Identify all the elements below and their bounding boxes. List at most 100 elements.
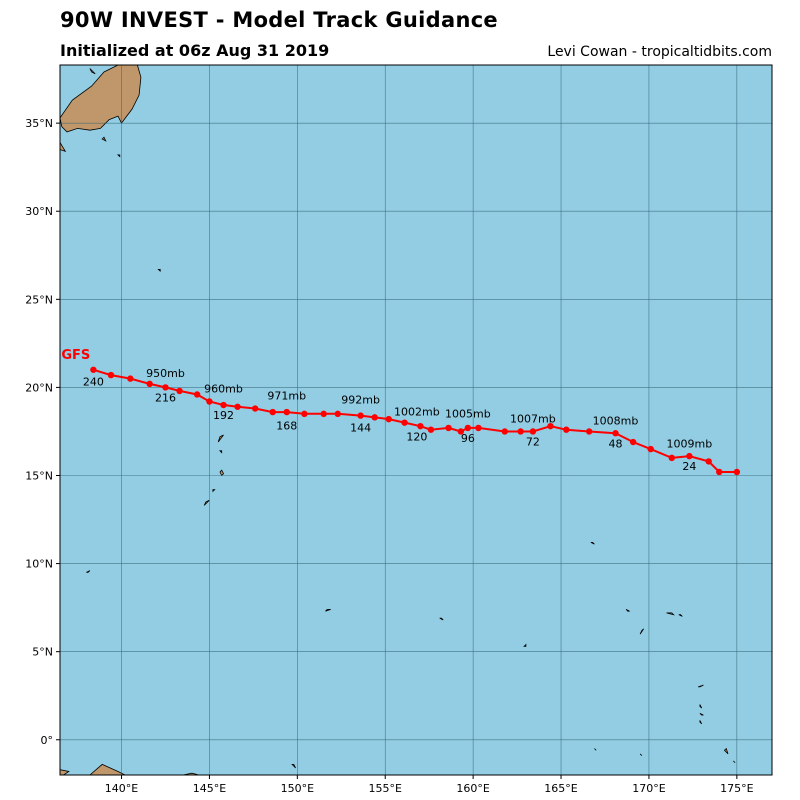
init-time-subtitle: Initialized at 06z Aug 31 2019 [60, 41, 330, 60]
y-tick-label: 30°N [25, 205, 53, 218]
x-tick-label: 170°E [632, 782, 665, 795]
pressure-label: 1007mb [510, 413, 556, 426]
forecast-hour-label: 216 [155, 392, 176, 405]
land-polygon [325, 609, 331, 612]
track-point [220, 401, 227, 409]
track-point [427, 426, 435, 433]
land-polygon [116, 154, 121, 158]
track-point [547, 422, 554, 430]
land-polygon [291, 764, 296, 769]
forecast-hour-label: 96 [461, 432, 475, 445]
y-tick-label: 20°N [25, 381, 53, 394]
track-point [320, 410, 327, 418]
track-point [464, 424, 472, 432]
forecast-hour-label: 72 [526, 436, 540, 449]
track-point [301, 410, 308, 418]
track-point [334, 410, 341, 418]
land-polygon [594, 748, 597, 751]
track-point [357, 412, 364, 419]
x-tick-label: 175°E [720, 782, 753, 795]
map-frame [59, 64, 773, 776]
track-point [647, 445, 654, 453]
forecast-hour-label: 48 [609, 437, 623, 450]
y-tick-label: 35°N [25, 117, 53, 130]
ocean-background [60, 65, 772, 775]
y-tick-label: 25°N [25, 293, 53, 306]
pressure-label: 971mb [267, 390, 306, 403]
pressure-label: 950mb [146, 367, 185, 380]
forecast-hour-label: 24 [682, 460, 696, 473]
track-line [93, 368, 737, 473]
track-point [563, 426, 570, 433]
y-tick-label: 15°N [25, 469, 53, 482]
track-point [206, 398, 213, 405]
track-point [475, 424, 482, 432]
x-tick-label: 145°E [193, 782, 226, 795]
land-polygon [723, 747, 729, 755]
land-polygon [639, 628, 645, 635]
track-point [127, 375, 134, 382]
track-labels: 24 48 72 96 120 144 168 192 216 240 1009mb 1008mb 10… [61, 348, 712, 473]
track-point [668, 454, 675, 462]
map-title: 90W INVEST - Model Track Guidance [60, 8, 498, 32]
track-point [234, 403, 241, 410]
land-polygon [60, 769, 70, 775]
y-tick-label: 10°N [25, 558, 53, 571]
land-polygon [590, 542, 595, 545]
land-polygon [203, 499, 210, 506]
pressure-label: 960mb [204, 383, 243, 396]
model-name-label: GFS [61, 348, 90, 363]
gfs-track [90, 366, 741, 476]
pressure-label: 1009mb [667, 437, 713, 450]
land-polygon [678, 614, 683, 617]
track-point [251, 405, 259, 412]
land-polygon [699, 720, 703, 725]
pressure-label: 1002mb [394, 406, 440, 419]
track-point [612, 430, 619, 437]
track-point [501, 428, 508, 435]
track-point [401, 419, 408, 426]
land-polygon [86, 570, 91, 573]
track-point [716, 468, 723, 476]
y-tick-label: 0° [41, 734, 54, 747]
credit-text: Levi Cowan - tropicaltidbits.com [547, 44, 772, 60]
track-point [283, 408, 290, 416]
x-tick-label: 140°E [105, 782, 138, 795]
land-polygon [60, 65, 142, 133]
track-point [176, 387, 183, 395]
land-layer [60, 65, 736, 775]
track-point [90, 366, 97, 373]
track-point [385, 415, 392, 423]
land-polygon [698, 684, 704, 688]
pressure-label: 1005mb [445, 407, 491, 420]
land-polygon [699, 704, 703, 709]
land-polygon [733, 760, 736, 763]
x-tick-label: 150°E [281, 782, 314, 795]
land-polygon [699, 712, 704, 716]
land-polygon [523, 643, 527, 647]
track-point [107, 371, 115, 379]
pressure-label: 1008mb [593, 414, 639, 427]
track-point [162, 384, 169, 391]
track-point [146, 380, 153, 388]
track-point [193, 391, 201, 398]
y-tick-label: 5°N [32, 646, 53, 659]
land-polygon [101, 136, 107, 142]
land-polygon [219, 450, 223, 454]
land-polygon [666, 612, 675, 616]
axis-ticks: 140°E 145°E 150°E 155°E 160°E 165°E 170°E 175°E… [25, 117, 753, 795]
pressure-label: 992mb [341, 393, 380, 406]
track-point [417, 422, 424, 430]
land-polygon [89, 763, 126, 775]
x-tick-label: 165°E [544, 782, 577, 795]
forecast-hour-label: 120 [406, 430, 427, 443]
track-point [269, 408, 276, 416]
forecast-hour-label: 144 [350, 421, 371, 434]
land-polygon [60, 141, 67, 153]
x-tick-label: 155°E [369, 782, 402, 795]
forecast-hour-label: 168 [276, 420, 297, 433]
forecast-hour-label: 240 [83, 376, 104, 389]
land-polygon [212, 489, 216, 493]
track-point [629, 438, 637, 446]
